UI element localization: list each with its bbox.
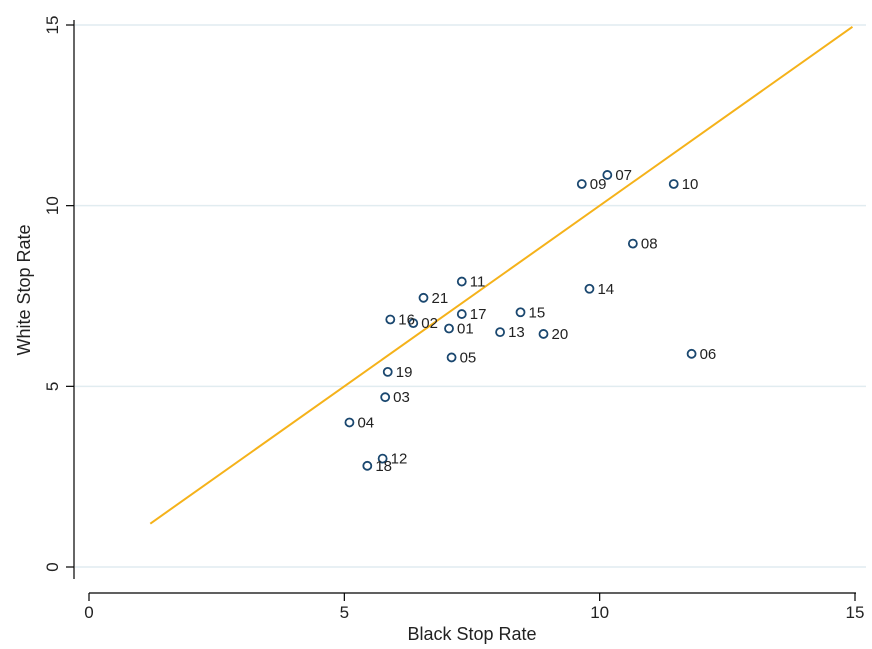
- data-label-03: 03: [393, 389, 410, 406]
- data-label-05: 05: [460, 349, 477, 366]
- data-label-13: 13: [508, 324, 525, 341]
- y-tick-label-10: 10: [43, 196, 62, 215]
- data-point-06: [686, 348, 697, 359]
- data-label-04: 04: [357, 414, 374, 431]
- x-tick-label-10: 10: [590, 603, 609, 622]
- data-label-10: 10: [682, 176, 699, 193]
- y-axis-title: White Stop Rate: [14, 224, 34, 355]
- data-point-11: [456, 276, 467, 287]
- data-point-21: [418, 292, 429, 303]
- data-label-15: 15: [529, 304, 546, 321]
- data-point-13: [495, 327, 505, 338]
- data-points: 01 02 03 04 05 06 07 08 09 10 11 12 13 14 15 16 17 18 19 20…: [344, 167, 717, 475]
- data-point-15: [515, 307, 526, 318]
- x-tick-label-0: 0: [84, 603, 93, 622]
- y-tick-label-5: 5: [43, 382, 62, 391]
- x-axis-title: Black Stop Rate: [407, 624, 536, 644]
- data-label-08: 08: [641, 236, 658, 253]
- reference-line-group: [149, 25, 854, 525]
- x-tick-label-5: 5: [340, 603, 349, 622]
- data-point-08: [627, 238, 638, 249]
- data-label-07: 07: [615, 167, 632, 184]
- data-label-19: 19: [396, 364, 413, 381]
- y-tick-label-0: 0: [43, 562, 62, 571]
- data-point-03: [380, 392, 391, 403]
- reference-line: [149, 25, 854, 525]
- data-label-06: 06: [700, 346, 717, 363]
- data-point-07: [602, 170, 613, 180]
- data-point-04: [344, 417, 355, 428]
- grid-lines: [75, 24, 866, 568]
- y-tick-label-15: 15: [43, 16, 62, 35]
- data-label-18: 18: [375, 458, 392, 475]
- data-point-12: [377, 453, 388, 464]
- data-point-01: [444, 323, 454, 334]
- data-label-12: 12: [391, 451, 408, 468]
- x-tick-label-15: 15: [846, 603, 865, 622]
- data-point-17: [456, 309, 467, 319]
- data-point-16: [385, 314, 396, 325]
- data-label-16: 16: [398, 311, 415, 328]
- data-label-11: 11: [470, 274, 486, 291]
- data-label-02: 02: [421, 315, 438, 332]
- data-point-09: [576, 179, 587, 189]
- data-point-10: [668, 179, 679, 189]
- data-point-14: [584, 283, 595, 294]
- data-point-05: [446, 352, 457, 363]
- data-point-20: [538, 329, 549, 339]
- data-label-21: 21: [431, 290, 448, 307]
- data-label-20: 20: [551, 326, 568, 343]
- data-label-01: 01: [457, 321, 474, 338]
- data-label-09: 09: [590, 176, 607, 193]
- data-point-19: [382, 366, 393, 377]
- data-label-14: 14: [597, 281, 614, 298]
- data-label-17: 17: [470, 306, 487, 323]
- data-point-02: [408, 318, 419, 329]
- data-point-18: [362, 460, 373, 471]
